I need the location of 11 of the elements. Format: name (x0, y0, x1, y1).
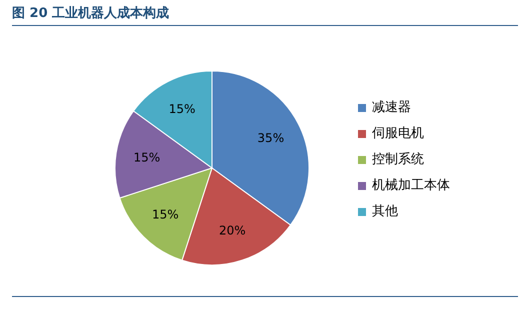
legend-label: 控制系统 (372, 151, 424, 169)
data-label: 15% (134, 150, 160, 165)
legend-label: 机械加工本体 (372, 177, 450, 195)
data-label: 15% (168, 102, 196, 116)
legend-label: 伺服电机 (372, 125, 424, 143)
data-label: 20% (219, 224, 246, 238)
legend-label: 减速器 (372, 99, 411, 117)
data-label: 35% (257, 131, 284, 146)
legend-label: 其他 (372, 203, 398, 221)
data-label: 15% (152, 208, 179, 222)
chart-title: 图 20 工业机器人成本构成 (12, 6, 170, 21)
